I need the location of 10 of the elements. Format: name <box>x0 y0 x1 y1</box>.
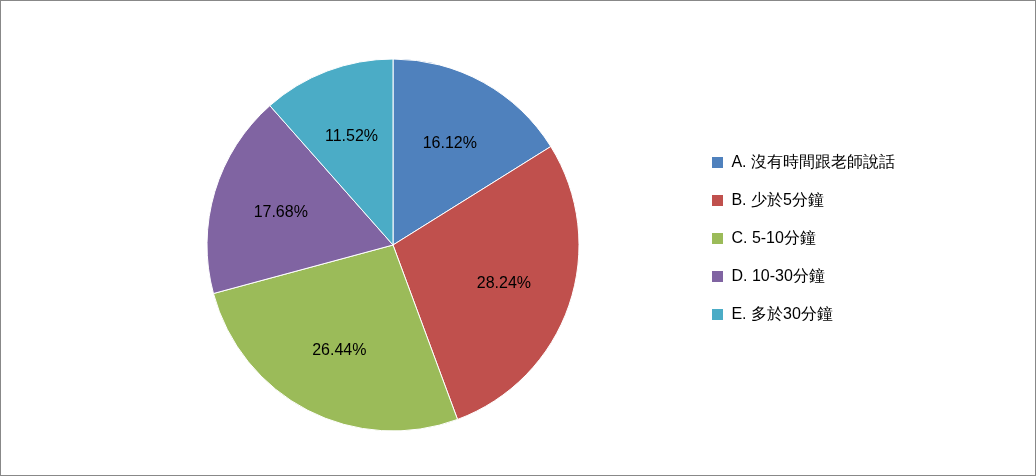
legend-label: C. 5-10分鐘 <box>731 229 816 246</box>
legend-label: A. 沒有時間跟老師說話 <box>731 153 895 170</box>
data-label: 16.12% <box>422 134 477 152</box>
data-label: 26.44% <box>312 340 367 358</box>
data-label: 28.24% <box>476 274 532 292</box>
legend-label: E. 多於30分鐘 <box>731 305 833 322</box>
data-label: 11.52% <box>324 126 379 144</box>
data-label: 17.68% <box>253 202 308 220</box>
legend-label: D. 10-30分鐘 <box>731 267 825 284</box>
legend-label: B. 少於5分鐘 <box>731 191 824 208</box>
